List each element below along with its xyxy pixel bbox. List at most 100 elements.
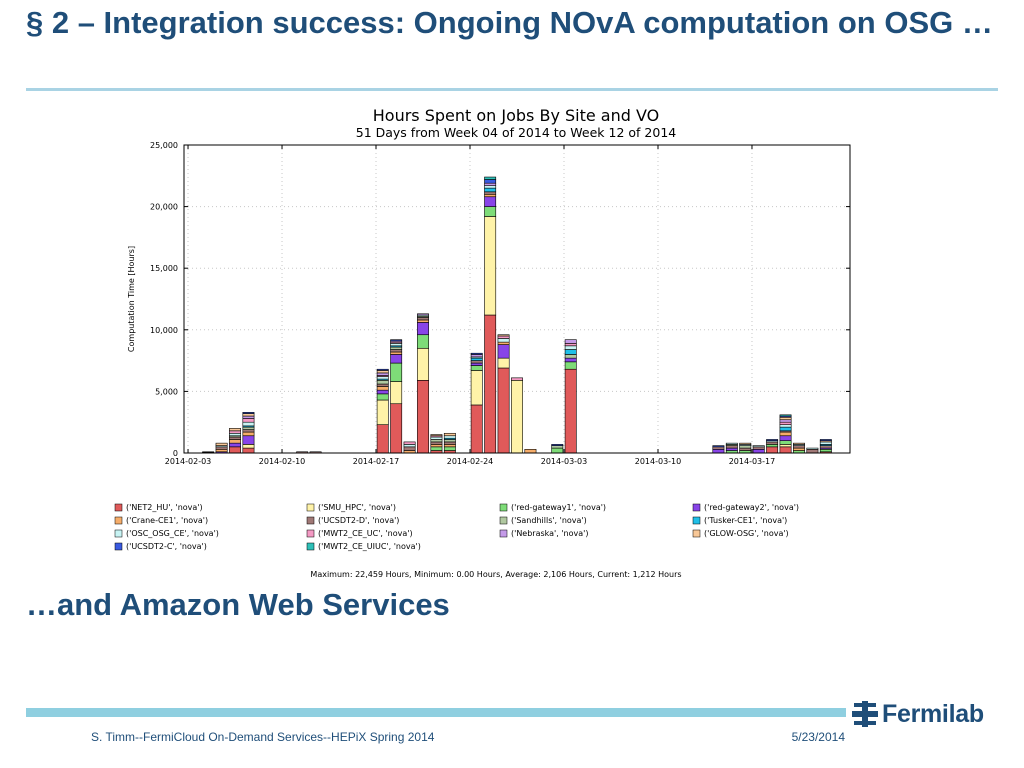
- legend-label: ('Crane-CE1', 'nova'): [126, 516, 208, 525]
- bar-segment-osc_osg_ce: [725, 442, 738, 445]
- bar-segment-smu_hpc: [242, 444, 255, 449]
- bar-segment-crane_ce1: [497, 341, 510, 345]
- bar-segment-osc_osg_ce: [806, 447, 819, 450]
- bar-segment-tusker_ce1: [779, 426, 792, 432]
- bar-segment-glow_osg: [739, 442, 752, 445]
- bar-segment-ucsdt2_c: [712, 445, 725, 448]
- bar-segment-red_gateway1: [819, 449, 832, 453]
- bar-segment-crane_ce1: [779, 431, 792, 437]
- bar-segment-red_gateway2: [725, 447, 738, 451]
- x-tick-label: 2014-02-24: [447, 457, 494, 466]
- legend-swatch: [499, 503, 508, 512]
- bar-segment-crane_ce1: [443, 444, 456, 448]
- bar-segment-osc_osg_ce: [497, 338, 510, 343]
- x-tick-label: 2014-03-10: [635, 457, 682, 466]
- bar-segment-ucsdt2_d: [403, 446, 416, 451]
- bar-segment-net2_hu: [497, 367, 510, 454]
- x-tick-label: 2014-02-10: [259, 457, 306, 466]
- bar-segment-net2_hu: [390, 403, 403, 454]
- legend-swatch: [499, 529, 508, 538]
- legend-label: ('SMU_HPC', 'nova'): [318, 503, 396, 512]
- bar-segment-osc_osg_ce: [390, 343, 403, 347]
- bar-segment-osc_osg_ce: [752, 445, 765, 448]
- bar-segment-ucsdt2_c: [242, 412, 255, 414]
- bar-segment-ucsdt2_c: [484, 179, 497, 184]
- bar-segment-nebraska: [417, 313, 429, 316]
- bar-segment-mwt2_ce_uiuc: [484, 176, 497, 180]
- legend-label: ('UCSDT2-C', 'nova'): [126, 542, 207, 551]
- bar-segment-red_gateway1: [417, 334, 429, 349]
- bar-segment-crane_ce1: [417, 319, 429, 323]
- legend-label: ('UCSDT2-D', 'nova'): [318, 516, 399, 525]
- chart-title: Hours Spent on Jobs By Site and VO: [373, 106, 660, 125]
- bar-segment-glow_osg: [430, 434, 443, 437]
- y-tick-label: 0: [173, 449, 178, 458]
- legend-label: ('red-gateway1', 'nova'): [511, 503, 606, 512]
- bar-segment-red_gateway2: [417, 322, 429, 336]
- bar-segment-mwt2_ce_uc: [497, 335, 510, 339]
- plot-frame: [183, 144, 851, 454]
- bar-segment-smu_hpc: [417, 347, 429, 381]
- bar-segment-red_gateway2: [390, 354, 403, 364]
- bar-segment-ucsdt2_c: [551, 444, 564, 446]
- bar-segment-osc_osg_ce: [403, 444, 416, 448]
- legend-label: ('GLOW-OSG', 'nova'): [704, 529, 789, 538]
- subheading: …and Amazon Web Services: [26, 587, 450, 622]
- bar-segment-ucsdt2_d: [725, 445, 738, 449]
- bar-segment-osc_osg_ce: [564, 345, 577, 350]
- footer-text: S. Timm--FermiCloud On-Demand Services--…: [91, 730, 435, 744]
- bar-segment-red_gateway2: [752, 449, 765, 454]
- y-tick-label: 10,000: [150, 326, 178, 335]
- legend-swatch: [499, 516, 508, 525]
- bar-segment-ucsdt2_d: [470, 360, 483, 364]
- bar-segment-glow_osg: [497, 334, 510, 337]
- bar-segment-ucsdt2_d: [376, 383, 389, 387]
- bar-segment-tusker_ce1: [470, 357, 483, 361]
- bar-segment-smu_hpc: [511, 380, 523, 454]
- bar-segment-red_gateway1: [470, 365, 483, 371]
- bar-segment-red_gateway1: [390, 362, 403, 382]
- bar-segment-glow_osg: [779, 416, 792, 421]
- legend-swatch: [306, 503, 315, 512]
- bar-segment-osc_osg_ce: [819, 441, 832, 445]
- legend-label: ('Tusker-CE1', 'nova'): [704, 516, 787, 525]
- bar-segment-mwt2_ce_uc: [564, 343, 577, 347]
- bar-segment-crane_ce1: [215, 449, 228, 453]
- bar-segment-glow_osg: [376, 370, 389, 374]
- bar-segment-smu_hpc: [376, 399, 389, 425]
- bar-segment-red_gateway1: [551, 447, 564, 454]
- bar-segment-red_gateway2: [564, 357, 577, 363]
- footer-bar: [26, 708, 846, 717]
- bar-segment-ucsdt2_d: [484, 191, 497, 195]
- chart-summary: Maximum: 22,459 Hours, Minimum: 0.00 Hou…: [310, 570, 681, 579]
- bar-segment-net2_hu: [564, 368, 577, 454]
- slide-title: § 2 – Integration success: Ongoing NOvA …: [26, 5, 993, 40]
- legend-label: ('Sandhills', 'nova'): [511, 516, 587, 525]
- bar-segment-net2_hu: [766, 446, 779, 454]
- bar-segment-ucsdt2_d: [712, 446, 725, 450]
- bar-segment-mwt2_ce_uc: [403, 441, 416, 445]
- legend-swatch: [114, 542, 123, 551]
- legend: ('NET2_HU', 'nova') ('SMU_HPC', 'nova') ('…: [114, 503, 799, 551]
- bar-segment-osc_osg_ce: [779, 424, 792, 428]
- bar-segment-red_gateway1: [443, 446, 456, 451]
- bar-segment-ucsdt2_d: [229, 436, 241, 440]
- bar-segment-sandhills: [390, 346, 403, 350]
- bar-segment-nebraska: [376, 372, 389, 376]
- legend-label: ('MWT2_CE_UIUC', 'nova'): [318, 542, 421, 551]
- legend-label: ('NET2_HU', 'nova'): [126, 503, 203, 512]
- bar-segment-smu_hpc: [470, 370, 483, 406]
- bar-segment-ucsdt2_d: [443, 441, 456, 445]
- bar-segment-glow_osg: [443, 432, 456, 437]
- legend-swatch: [114, 503, 123, 512]
- x-tick-label: 2014-02-03: [165, 457, 212, 466]
- legend-swatch: [692, 503, 701, 512]
- bar-segment-red_gateway2: [779, 435, 792, 441]
- legend-swatch: [114, 529, 123, 538]
- bar-segment-net2_hu: [470, 404, 483, 454]
- bar-segment-crane_ce1: [390, 351, 403, 355]
- bar-segment-osc_osg_ce: [242, 421, 255, 427]
- legend-label: ('MWT2_CE_UC', 'nova'): [318, 529, 413, 538]
- bar-segment-red_gateway2: [376, 389, 389, 395]
- bar-segment-net2_hu: [417, 380, 429, 454]
